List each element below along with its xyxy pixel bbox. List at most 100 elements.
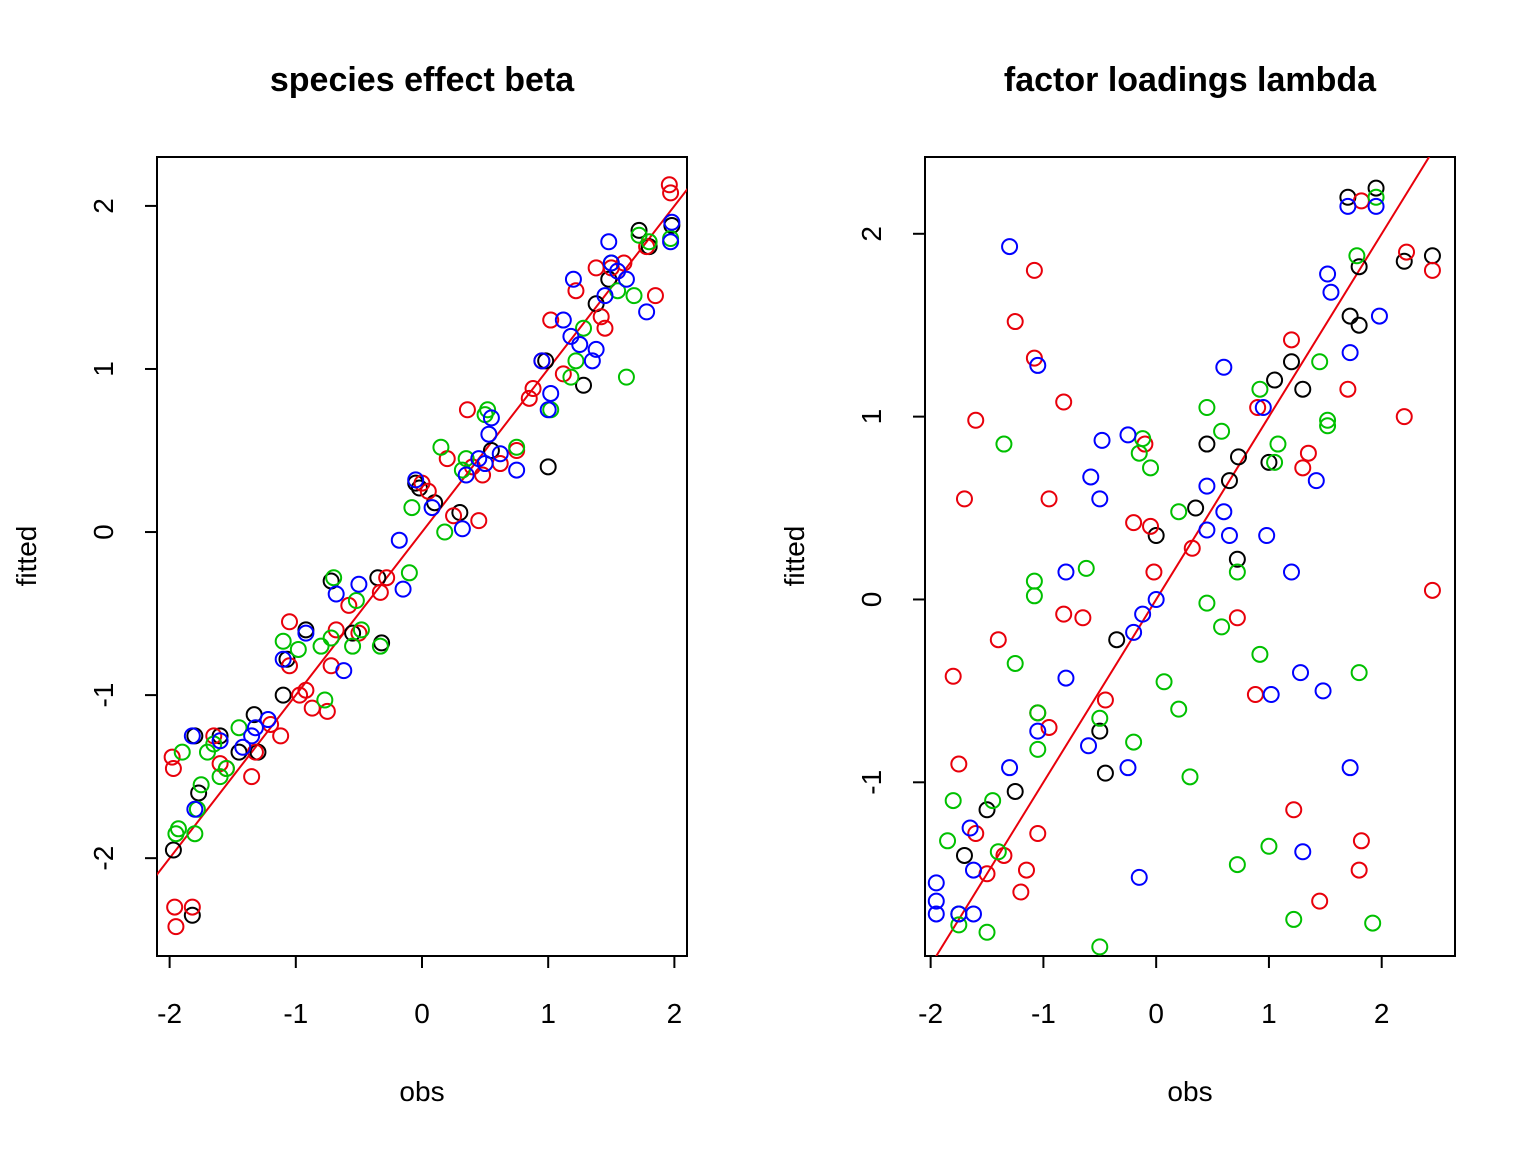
data-point-green — [1077, 559, 1095, 577]
data-point-red — [1246, 686, 1264, 704]
data-point-black — [1198, 435, 1216, 453]
data-point-blue — [1091, 490, 1109, 508]
data-point-red — [1125, 514, 1143, 532]
data-point-blue — [508, 461, 526, 479]
data-point-red — [243, 768, 261, 786]
y-tick-label: -1 — [88, 683, 119, 708]
x-axis-label: obs — [399, 1076, 444, 1107]
y-tick-label: -1 — [856, 770, 887, 795]
data-point-green — [944, 792, 962, 810]
data-point-blue — [453, 520, 471, 538]
data-point-blue — [564, 270, 582, 288]
data-point-blue — [1057, 669, 1075, 687]
data-point-green — [1170, 700, 1188, 718]
x-tick-label: 1 — [540, 998, 556, 1029]
data-point-blue — [1057, 563, 1075, 581]
data-point-blue — [927, 874, 945, 892]
data-point-black — [274, 686, 292, 704]
data-point-blue — [638, 303, 656, 321]
data-point-blue — [596, 287, 614, 305]
data-point-black — [190, 784, 208, 802]
data-point-black — [1350, 258, 1368, 276]
data-point-black — [344, 624, 362, 642]
data-point-green — [939, 832, 957, 850]
data-point-green — [1170, 503, 1188, 521]
data-point-red — [1012, 883, 1030, 901]
data-point-red — [1228, 609, 1246, 627]
data-point-blue — [407, 471, 425, 489]
data-point-black — [1260, 453, 1278, 471]
data-point-green — [1155, 673, 1173, 691]
data-point-blue — [1262, 686, 1280, 704]
data-point-green — [1269, 435, 1287, 453]
x-tick-label: -1 — [283, 998, 308, 1029]
data-point-blue — [1341, 759, 1359, 777]
data-point-green — [400, 564, 418, 582]
plot-frame — [156, 156, 688, 957]
data-point-green — [457, 450, 475, 468]
data-point-green — [984, 792, 1002, 810]
data-point-green — [403, 499, 421, 517]
data-point-green — [479, 401, 497, 419]
plot-area — [927, 157, 1441, 956]
x-tick-label: -2 — [157, 998, 182, 1029]
data-point-red — [297, 681, 315, 699]
data-point-red — [592, 308, 610, 326]
x-tick-label: -2 — [918, 998, 943, 1029]
data-point-green — [371, 637, 389, 655]
x-tick-label: 1 — [1261, 998, 1277, 1029]
data-point-red — [1006, 313, 1024, 331]
data-point-green — [312, 637, 330, 655]
data-point-blue — [554, 311, 572, 329]
data-point-red — [166, 898, 184, 916]
data-point-blue — [423, 499, 441, 517]
data-point-blue — [1082, 468, 1100, 486]
data-point-blue — [600, 233, 618, 251]
data-point-black — [1367, 179, 1385, 197]
data-point-blue — [1215, 503, 1233, 521]
data-point-blue — [1119, 426, 1137, 444]
identity-line — [935, 157, 1431, 956]
data-point-green — [352, 621, 370, 639]
data-point-red — [1282, 331, 1300, 349]
data-point-green — [217, 759, 235, 777]
data-point-green — [1213, 422, 1231, 440]
data-point-green — [1367, 188, 1385, 206]
y-tick-label: 2 — [856, 226, 887, 242]
data-point-blue — [583, 352, 601, 370]
data-point-blue — [259, 711, 277, 729]
data-point-black — [630, 221, 648, 239]
data-point-red — [445, 507, 463, 525]
data-point-green — [1029, 740, 1047, 758]
data-point-red — [167, 918, 185, 936]
data-point-green — [1198, 594, 1216, 612]
data-point-green — [1260, 837, 1278, 855]
data-point-green — [453, 461, 471, 479]
data-point-red — [660, 176, 678, 194]
data-point-green — [1029, 704, 1047, 722]
y-axis-label: fitted — [779, 526, 810, 587]
data-point-red — [950, 755, 968, 773]
data-point-green — [1091, 938, 1109, 956]
data-point-blue — [927, 905, 945, 923]
data-point-blue — [390, 531, 408, 549]
data-point-green — [230, 719, 248, 737]
data-point-black — [1294, 380, 1312, 398]
data-point-blue — [394, 580, 412, 598]
data-point-green — [1006, 654, 1024, 672]
data-point-blue — [1125, 623, 1143, 641]
data-point-blue — [183, 727, 201, 745]
data-point-blue — [961, 819, 979, 837]
data-point-red — [474, 466, 492, 484]
data-point-red — [1395, 408, 1413, 426]
data-point-red — [1096, 691, 1114, 709]
data-point-red — [1398, 243, 1416, 261]
data-point-blue — [1119, 759, 1137, 777]
data-point-blue — [663, 213, 681, 231]
data-point-black — [1341, 307, 1359, 325]
y-tick-label: 0 — [856, 592, 887, 608]
data-point-blue — [480, 425, 498, 443]
data-point-red — [419, 482, 437, 500]
data-point-green — [995, 435, 1013, 453]
data-point-red — [1055, 605, 1073, 623]
